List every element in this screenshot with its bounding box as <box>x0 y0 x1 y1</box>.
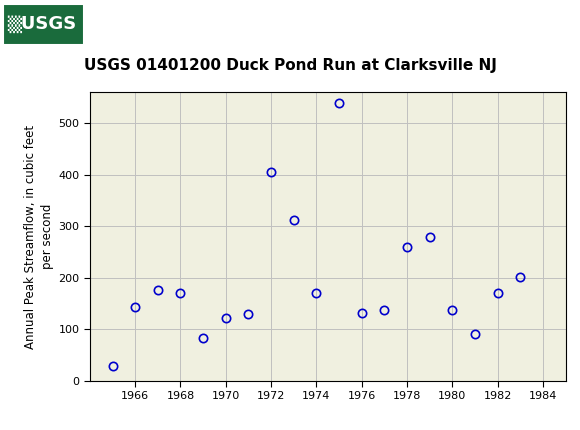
Text: USGS 01401200 Duck Pond Run at Clarksville NJ: USGS 01401200 Duck Pond Run at Clarksvil… <box>84 58 496 73</box>
Text: ▒USGS: ▒USGS <box>7 15 76 33</box>
FancyBboxPatch shape <box>3 4 84 46</box>
Y-axis label: Annual Peak Streamflow, in cubic feet
per second: Annual Peak Streamflow, in cubic feet pe… <box>24 124 54 349</box>
